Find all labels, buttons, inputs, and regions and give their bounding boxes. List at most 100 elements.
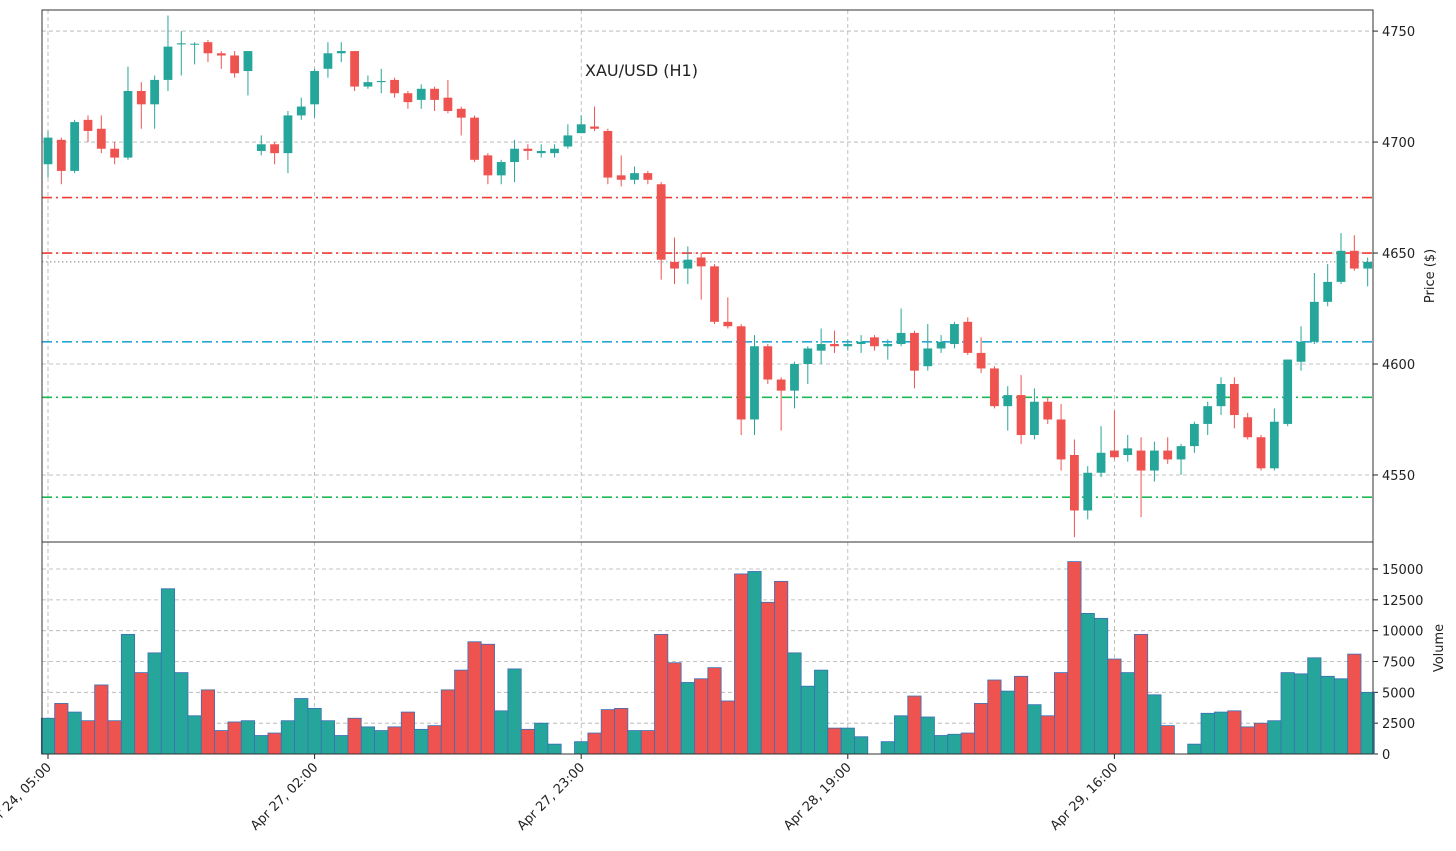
volume-bar xyxy=(1120,672,1135,755)
candle-body xyxy=(483,155,493,176)
candle-body xyxy=(536,150,546,154)
candle-body xyxy=(110,148,120,158)
candle-body xyxy=(1283,359,1293,424)
candle-body xyxy=(643,173,653,180)
candle-body xyxy=(456,108,466,118)
volume-bar xyxy=(187,715,202,755)
candle-body xyxy=(443,97,453,111)
volume-bar xyxy=(654,633,669,755)
volume-bar xyxy=(787,652,802,755)
volume-bar xyxy=(520,728,535,755)
candle-body xyxy=(803,348,813,365)
candle-body xyxy=(496,162,506,176)
candle-body xyxy=(910,332,919,371)
candle-body xyxy=(230,55,240,74)
volume-frame xyxy=(41,541,1374,755)
volume-bar xyxy=(454,669,469,755)
volume-bar xyxy=(934,735,949,755)
volume-bar xyxy=(600,709,615,755)
volume-bar xyxy=(1280,672,1295,755)
candle-body xyxy=(1136,450,1146,471)
volume-bar xyxy=(67,711,82,755)
volume-bar xyxy=(960,732,975,755)
candle-body xyxy=(1309,301,1319,342)
candle-body xyxy=(696,257,706,267)
volume-bar xyxy=(267,732,282,755)
volume-bar xyxy=(227,721,242,755)
candle-body xyxy=(243,51,253,72)
candle-body xyxy=(843,344,853,347)
y-tick-label: 4600 xyxy=(1382,358,1415,373)
volume-bar xyxy=(254,735,269,755)
volume-bar xyxy=(547,743,562,755)
candle-body xyxy=(1096,452,1106,473)
candle-body xyxy=(163,46,173,80)
candle-body xyxy=(576,124,586,134)
volume-bar xyxy=(214,730,229,755)
candle-body xyxy=(1243,417,1253,438)
candle-body xyxy=(550,148,559,154)
volume-bar xyxy=(1133,633,1149,755)
volume-bar xyxy=(307,707,322,755)
candle-body xyxy=(776,379,786,391)
volume-bar xyxy=(894,715,909,755)
volume-bar xyxy=(480,643,495,755)
volume-bar xyxy=(854,736,869,755)
volume-bar xyxy=(147,652,162,755)
candle-body xyxy=(736,326,746,420)
candle-body xyxy=(1056,419,1066,460)
volume-bar xyxy=(614,707,629,755)
volume-tick-label: 7500 xyxy=(1382,656,1415,671)
candle-body xyxy=(1043,401,1053,420)
plot-frame xyxy=(41,9,1374,543)
y-tick-label: 4650 xyxy=(1382,247,1415,262)
volume-bar xyxy=(534,722,549,755)
x-tick-label: Apr 29, 16:00 xyxy=(1048,760,1121,833)
volume-bar xyxy=(120,633,136,755)
volume-bar xyxy=(1080,613,1095,755)
volume-tick-label: 12500 xyxy=(1382,594,1423,609)
candle-body xyxy=(683,259,693,269)
candle-body xyxy=(83,119,93,131)
x-tick-label: Apr 27, 02:00 xyxy=(248,760,321,833)
volume-bar xyxy=(800,685,815,755)
volume-bar xyxy=(240,720,256,755)
volume-bar xyxy=(1267,720,1282,755)
volume-tick-label: 10000 xyxy=(1382,625,1423,640)
volume-bar xyxy=(840,727,855,755)
volume-bar xyxy=(667,662,682,755)
y-tick-label: 4550 xyxy=(1382,469,1415,484)
candle-body xyxy=(96,128,106,149)
candle-body xyxy=(616,175,626,180)
volume-bar xyxy=(627,730,642,755)
volume-bar xyxy=(707,667,722,755)
candle-body xyxy=(430,88,439,100)
candle-body xyxy=(896,332,906,345)
candle-body xyxy=(976,352,986,369)
candle-body xyxy=(203,42,213,54)
volume-bar xyxy=(94,684,109,755)
volume-bar xyxy=(1107,658,1122,755)
candle-body xyxy=(870,337,879,347)
volume-bar xyxy=(294,698,309,755)
candle-body xyxy=(56,139,66,171)
volume-tick-label: 15000 xyxy=(1382,563,1423,578)
volume-bar xyxy=(1054,672,1069,755)
volume-bar xyxy=(107,720,122,755)
volume-bar xyxy=(1147,694,1162,755)
volume-bar xyxy=(827,727,842,755)
candle-body xyxy=(1030,401,1039,436)
volume-bar xyxy=(54,703,69,755)
volume-bar xyxy=(1227,710,1242,755)
candle-body xyxy=(190,43,200,45)
candle-body xyxy=(1336,250,1346,282)
volume-bar xyxy=(400,711,415,755)
candle-body xyxy=(656,184,666,260)
volume-bar xyxy=(1027,704,1042,755)
candle-body xyxy=(1003,395,1013,407)
volume-bar xyxy=(1014,675,1029,755)
volume-bar xyxy=(134,672,149,755)
candle-body xyxy=(1176,446,1186,460)
volume-bar xyxy=(387,726,402,755)
candle-body xyxy=(670,261,679,269)
